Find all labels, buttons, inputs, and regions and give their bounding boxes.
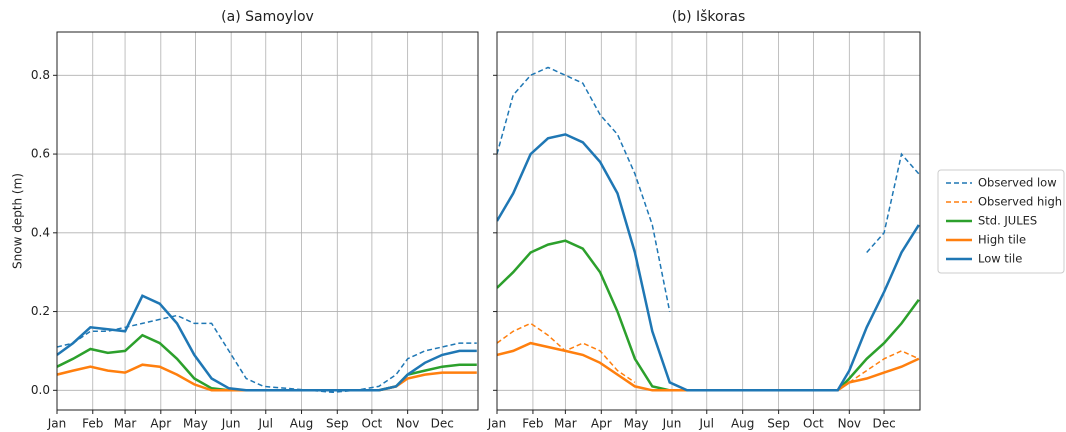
plot-frame (56, 31, 479, 411)
x-tick-label: Aug (731, 417, 754, 431)
x-tick-label: Jul (258, 417, 273, 431)
legend-label: Observed low (978, 176, 1057, 190)
series-line (497, 341, 920, 392)
x-tick-label: Mar (554, 417, 577, 431)
legend-label: Low tile (978, 252, 1022, 266)
y-tick-label: 0.8 (31, 68, 50, 82)
x-tick-label: Nov (396, 417, 419, 431)
x-tick-label: Jun (662, 417, 682, 431)
x-tick-label: Feb (82, 417, 103, 431)
y-tick-label: 0.6 (31, 147, 50, 161)
legend-label: Observed high (978, 195, 1062, 209)
x-tick-label: Aug (290, 417, 313, 431)
series-line (497, 133, 920, 392)
x-tick-label: Jun (221, 417, 241, 431)
legend-label: High tile (978, 233, 1026, 247)
series-line (57, 314, 477, 394)
chart-title: (a) Samoylov (221, 9, 314, 25)
x-tick-label: Jan (47, 417, 67, 431)
legend-box (937, 169, 1065, 274)
plot-frame (496, 31, 921, 411)
x-tick-label: Dec (872, 417, 895, 431)
x-tick-label: Sep (767, 417, 790, 431)
y-axis-label: Snow depth (m) (11, 173, 25, 269)
y-tick-label: 0.2 (31, 304, 50, 318)
y-tick-label: 0.0 (31, 383, 50, 397)
x-tick-label: May (624, 417, 649, 431)
x-tick-label: Jul (699, 417, 714, 431)
y-tick-label: 0.4 (31, 225, 50, 239)
chart-title: (b) Iškoras (672, 9, 746, 25)
x-tick-label: Dec (431, 417, 454, 431)
x-tick-label: Sep (326, 417, 349, 431)
x-tick-label: Feb (522, 417, 543, 431)
series-line (497, 239, 920, 392)
x-tick-label: Nov (838, 417, 861, 431)
x-tick-label: Mar (114, 417, 137, 431)
x-tick-label: Apr (150, 417, 171, 431)
x-tick-label: Oct (362, 417, 383, 431)
x-tick-label: Apr (591, 417, 612, 431)
x-tick-label: Jan (487, 417, 507, 431)
series-line (57, 333, 477, 392)
legend-label: Std. JULES (978, 214, 1037, 228)
x-tick-label: May (183, 417, 208, 431)
series-line (497, 66, 920, 312)
x-tick-label: Oct (803, 417, 824, 431)
series-line (57, 294, 477, 392)
